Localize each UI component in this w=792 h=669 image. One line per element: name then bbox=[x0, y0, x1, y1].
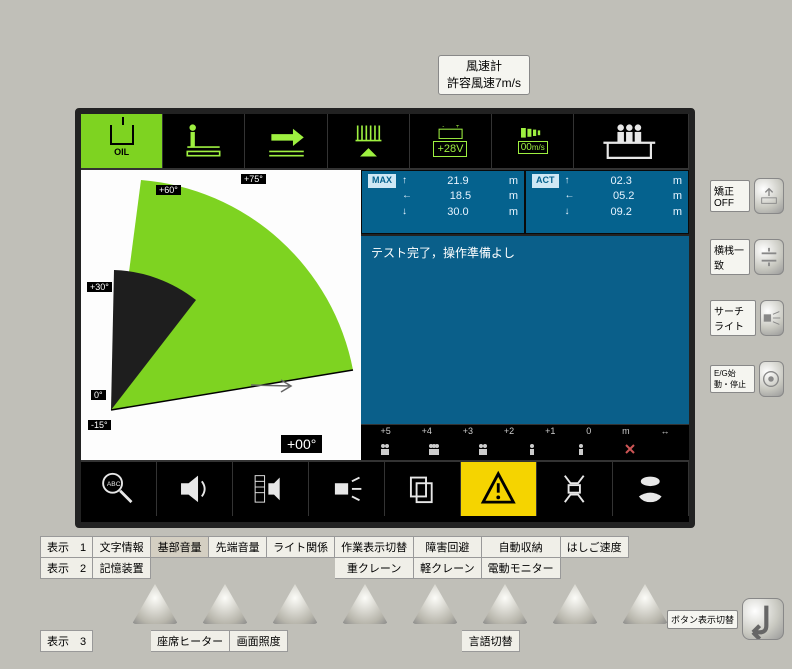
oil-icon bbox=[110, 125, 134, 145]
warning-icon bbox=[472, 470, 525, 508]
obstacle-warning[interactable] bbox=[461, 462, 537, 516]
anemometer-label-line1: 風速計 bbox=[447, 58, 521, 75]
metrics-row: MAX ↑21.9m ←18.5m ↓30.0m ACT ↑02.3m ←05.… bbox=[361, 170, 689, 236]
message-text: テスト完了，操作準備よし bbox=[371, 246, 515, 260]
speed-button[interactable] bbox=[613, 462, 689, 516]
triangle-button-row bbox=[132, 584, 668, 624]
angle-chart: -15° 0° +30° +60° +75° +00° bbox=[81, 170, 361, 460]
people-basket-icon bbox=[586, 119, 677, 162]
base-horn-button[interactable] bbox=[157, 462, 233, 516]
windspeed-unit: m/s bbox=[532, 143, 545, 152]
label-row-3: 表示 3 座席ヒーター 画面照度 言語切替 bbox=[41, 631, 520, 652]
label-grid: 表示 1 文字情報 基部音量 先端音量 ライト関係 作業表示切替 障害回避 自動… bbox=[40, 536, 629, 579]
label-row-1: 表示 1 文字情報 基部音量 先端音量 ライト関係 作業表示切替 障害回避 自動… bbox=[41, 537, 629, 558]
light-icon bbox=[320, 470, 373, 508]
angle-current: +00° bbox=[281, 435, 322, 453]
triangle-button-2[interactable] bbox=[202, 584, 248, 624]
triangle-button-4[interactable] bbox=[342, 584, 388, 624]
lcd-screen: OIL -+ +28V 00m/s bbox=[75, 108, 695, 528]
scale-row: +5 +4 +3 +2 +1 0 m ↔ bbox=[361, 424, 689, 460]
triangle-button-1[interactable] bbox=[132, 584, 178, 624]
side-btn-crossbar-align[interactable]: 横桟一致 bbox=[710, 239, 784, 275]
angle-sector-svg bbox=[81, 170, 361, 460]
battery-icon: -+ bbox=[437, 125, 464, 140]
angle-tick-30: +30° bbox=[87, 282, 112, 292]
side-button-column: 矯正OFF 横桟一致 サーチライト E/G始動・停止 bbox=[710, 178, 784, 422]
auto-stow-button[interactable] bbox=[537, 462, 613, 516]
status-icon-row: OIL -+ +28V 00m/s bbox=[81, 114, 689, 170]
windspeed-indicator: 00m/s bbox=[492, 114, 574, 168]
svg-text:-: - bbox=[442, 125, 444, 130]
search-abc-icon: ABC bbox=[92, 470, 145, 508]
arrow-right-icon bbox=[254, 119, 319, 162]
main-area: -15° 0° +30° +60° +75° +00° MAX ↑21.9m ←… bbox=[81, 170, 689, 460]
engine-icon bbox=[760, 368, 782, 390]
svg-text:+: + bbox=[456, 125, 460, 130]
metric-act-label: ACT bbox=[532, 174, 559, 188]
person-icon bbox=[171, 119, 236, 162]
tip-horn-button[interactable] bbox=[233, 462, 309, 516]
rungs-icon bbox=[336, 119, 401, 162]
bottom-icon-row: ABC bbox=[81, 460, 689, 516]
return-arrow-icon bbox=[743, 599, 783, 639]
button-display-toggle[interactable]: ボタン表示切替 bbox=[667, 598, 784, 640]
metric-max-label: MAX bbox=[368, 174, 396, 188]
person-indicator bbox=[163, 114, 245, 168]
scale-icons bbox=[361, 437, 689, 460]
scale-ticks: +5 +4 +3 +2 +1 0 m ↔ bbox=[361, 425, 689, 437]
oil-text: OIL bbox=[114, 147, 129, 157]
side-btn-correction-off[interactable]: 矯正OFF bbox=[710, 178, 784, 214]
side-btn-searchlight[interactable]: サーチライト bbox=[710, 300, 784, 336]
metric-act: ACT ↑02.3m ←05.2m ↓09.2m bbox=[525, 170, 689, 234]
voltage-value: +28V bbox=[433, 141, 467, 157]
side-btn-engine[interactable]: E/G始動・停止 bbox=[710, 361, 784, 397]
horn-ladder-icon bbox=[244, 470, 297, 508]
angle-tick--15: -15° bbox=[88, 420, 111, 430]
svg-text:ABC: ABC bbox=[107, 481, 121, 488]
angle-tick-0: 0° bbox=[91, 390, 106, 400]
label-row-2: 表示 2 記憶装置 重クレーン 軽クレーン 電動モニター bbox=[41, 558, 629, 579]
extension-indicator bbox=[245, 114, 327, 168]
right-panel: MAX ↑21.9m ←18.5m ↓30.0m ACT ↑02.3m ←05.… bbox=[361, 170, 689, 460]
stow-icon bbox=[548, 470, 601, 508]
turtle-rabbit-icon bbox=[624, 470, 677, 508]
rungs-indicator bbox=[328, 114, 410, 168]
angle-tick-75: +75° bbox=[241, 174, 266, 184]
triangle-button-5[interactable] bbox=[412, 584, 458, 624]
search-button[interactable]: ABC bbox=[81, 462, 157, 516]
voltage-indicator: -+ +28V bbox=[410, 114, 492, 168]
message-area: テスト完了，操作準備よし bbox=[361, 236, 689, 424]
searchlight-icon bbox=[761, 307, 783, 329]
triangle-button-6[interactable] bbox=[482, 584, 528, 624]
windsock-icon bbox=[521, 128, 545, 139]
occupancy-indicator bbox=[574, 114, 689, 168]
crossbar-icon bbox=[758, 246, 780, 268]
horn-icon bbox=[168, 470, 221, 508]
triangle-button-7[interactable] bbox=[552, 584, 598, 624]
pages-icon bbox=[396, 470, 449, 508]
triangle-button-3[interactable] bbox=[272, 584, 318, 624]
label-grid-row3: 表示 3 座席ヒーター 画面照度 言語切替 bbox=[40, 630, 520, 652]
triangle-button-8[interactable] bbox=[622, 584, 668, 624]
light-button[interactable] bbox=[309, 462, 385, 516]
correction-off-icon bbox=[758, 185, 780, 207]
oil-indicator: OIL bbox=[81, 114, 163, 168]
anemometer-label: 風速計 許容風速7m/s bbox=[438, 55, 530, 95]
anemometer-label-line2: 許容風速7m/s bbox=[447, 75, 521, 92]
metric-max: MAX ↑21.9m ←18.5m ↓30.0m bbox=[361, 170, 525, 234]
windspeed-value: 00 bbox=[521, 142, 532, 153]
angle-tick-60: +60° bbox=[156, 185, 181, 195]
display-toggle-button[interactable] bbox=[385, 462, 461, 516]
